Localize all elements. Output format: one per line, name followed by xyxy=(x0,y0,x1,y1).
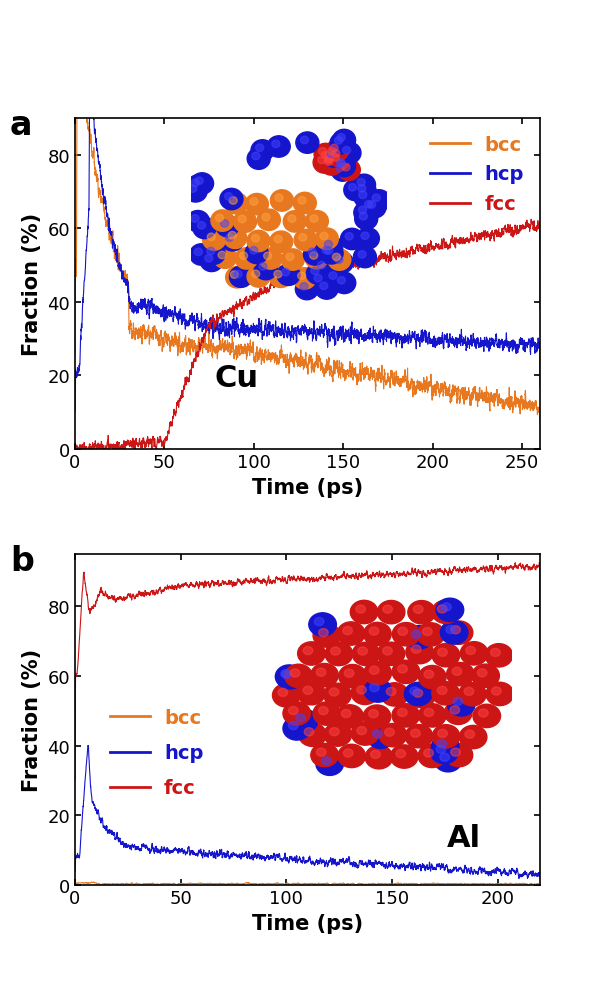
Text: Cu: Cu xyxy=(215,364,259,393)
Legend: bcc, hcp, fcc: bcc, hcp, fcc xyxy=(103,701,211,804)
Text: Al: Al xyxy=(447,823,481,852)
Legend: bcc, hcp, fcc: bcc, hcp, fcc xyxy=(423,128,531,222)
X-axis label: Time (ps): Time (ps) xyxy=(252,477,363,498)
Text: a: a xyxy=(10,109,32,142)
Text: b: b xyxy=(10,545,34,578)
Y-axis label: Fraction (%): Fraction (%) xyxy=(22,648,42,791)
Y-axis label: Fraction (%): Fraction (%) xyxy=(22,213,42,356)
X-axis label: Time (ps): Time (ps) xyxy=(252,913,363,933)
